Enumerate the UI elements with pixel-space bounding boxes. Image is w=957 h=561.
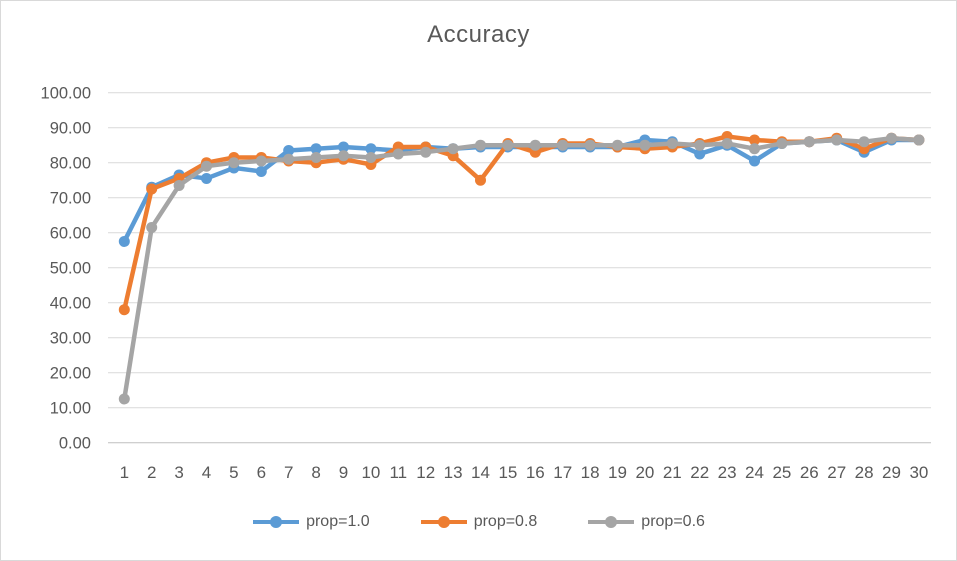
x-tick-label: 10: [361, 463, 380, 482]
x-tick-label: 30: [909, 463, 928, 482]
data-point-prop=0.6: [365, 151, 377, 163]
data-point-prop=0.6: [694, 139, 706, 151]
x-tick-label: 25: [772, 463, 791, 482]
data-point-prop=1.0: [365, 143, 377, 155]
data-point-prop=0.6: [447, 143, 459, 155]
data-point-prop=0.6: [420, 146, 432, 158]
data-point-prop=0.6: [502, 139, 514, 151]
data-point-prop=0.6: [831, 134, 843, 146]
x-tick-label: 27: [827, 463, 846, 482]
data-point-prop=0.6: [858, 136, 870, 148]
x-tick-label: 20: [635, 463, 654, 482]
legend: prop=1.0 prop=0.8 prop=0.6: [1, 513, 956, 531]
legend-label: prop=1.0: [306, 513, 370, 530]
y-tick-label: 80.00: [50, 155, 91, 173]
x-tick-label: 21: [663, 463, 682, 482]
x-tick-label: 28: [855, 463, 874, 482]
data-point-prop=0.6: [475, 139, 486, 151]
x-tick-label: 23: [718, 463, 737, 482]
data-point-prop=0.8: [749, 134, 760, 146]
data-point-prop=0.6: [146, 221, 158, 233]
data-point-prop=0.6: [639, 139, 651, 151]
y-tick-label: 90.00: [50, 120, 91, 138]
data-point-prop=0.6: [283, 153, 295, 165]
data-point-prop=1.0: [118, 235, 130, 247]
y-tick-label: 20.00: [50, 365, 91, 383]
legend-label: prop=0.6: [641, 513, 705, 530]
x-tick-label: 11: [389, 463, 407, 482]
data-point-prop=1.0: [310, 143, 322, 155]
data-point-prop=1.0: [283, 144, 295, 156]
data-point-prop=0.6: [310, 151, 322, 163]
x-tick-label: 22: [690, 463, 709, 482]
data-point-prop=0.6: [529, 139, 541, 151]
data-point-prop=0.6: [118, 393, 130, 405]
legend-marker-orange-icon: [420, 516, 467, 528]
data-point-prop=0.6: [612, 139, 623, 151]
y-tick-label: 10.00: [50, 400, 91, 418]
x-tick-label: 14: [471, 463, 490, 482]
series-line-prop=0.6: [122, 135, 922, 402]
x-tick-label: 26: [800, 463, 819, 482]
legend-marker-gray-icon: [588, 516, 635, 528]
data-point-prop=1.0: [201, 172, 212, 184]
data-point-prop=0.6: [338, 150, 349, 162]
x-tick-label: 13: [444, 463, 463, 482]
series-line-prop=1.0: [122, 137, 922, 244]
y-tick-label: 50.00: [50, 260, 91, 278]
data-point-prop=1.0: [255, 165, 267, 177]
legend-marker-blue-icon: [253, 516, 300, 528]
data-point-prop=0.6: [392, 148, 404, 160]
y-tick-label: 30.00: [50, 330, 91, 348]
data-point-prop=0.6: [803, 136, 815, 148]
plot-area: 0.00 10.00 20.00 30.00 40.00 50.00 60.00 70.00 8…: [41, 85, 931, 482]
data-point-prop=0.6: [255, 155, 267, 167]
data-point-prop=0.6: [228, 157, 240, 169]
x-tick-label: 7: [284, 463, 293, 482]
legend-label: prop=0.8: [473, 513, 538, 530]
legend-item-prop-0.6: prop=0.6: [587, 513, 705, 531]
data-point-prop=0.6: [201, 160, 212, 172]
data-point-prop=0.6: [173, 179, 185, 191]
data-point-prop=1.0: [749, 155, 760, 167]
x-tick-label: 4: [202, 463, 211, 482]
x-tick-label: 24: [745, 463, 764, 482]
y-tick-label: 0.00: [59, 435, 91, 453]
data-point-prop=0.6: [913, 134, 925, 146]
x-tick-label: 1: [120, 463, 129, 482]
data-point-prop=0.6: [886, 132, 897, 144]
x-tick-label: 16: [526, 463, 545, 482]
x-tick-label: 9: [339, 463, 348, 482]
legend-item-prop-0.8: prop=0.8: [420, 513, 538, 531]
data-point-prop=0.6: [776, 137, 788, 149]
x-tick-label: 17: [553, 463, 572, 482]
y-tick-label: 40.00: [50, 295, 91, 313]
data-point-prop=0.8: [475, 174, 486, 186]
y-tick-label: 100.00: [41, 85, 91, 103]
data-point-prop=0.6: [721, 137, 733, 149]
data-point-prop=1.0: [338, 141, 349, 153]
data-point-prop=0.8: [146, 183, 158, 195]
data-point-prop=0.6: [584, 139, 596, 151]
legend-item-prop-1.0: prop=1.0: [252, 513, 370, 531]
data-point-prop=0.6: [749, 143, 760, 155]
data-point-prop=0.6: [557, 139, 569, 151]
x-tick-label: 3: [174, 463, 183, 482]
x-tick-label: 5: [229, 463, 238, 482]
data-point-prop=0.6: [666, 137, 678, 149]
x-tick-label: 18: [581, 463, 600, 482]
x-tick-label: 12: [416, 463, 435, 482]
y-tick-label: 60.00: [50, 225, 91, 243]
x-tick-label: 2: [147, 463, 156, 482]
x-tick-label: 29: [882, 463, 901, 482]
x-tick-label: 19: [608, 463, 627, 482]
chart-title: Accuracy: [427, 21, 530, 48]
x-tick-label: 15: [498, 463, 517, 482]
data-point-prop=0.8: [118, 304, 130, 316]
y-tick-label: 70.00: [50, 190, 91, 208]
data-point-prop=1.0: [694, 148, 706, 160]
x-tick-label: 8: [311, 463, 320, 482]
x-tick-label: 6: [257, 463, 266, 482]
